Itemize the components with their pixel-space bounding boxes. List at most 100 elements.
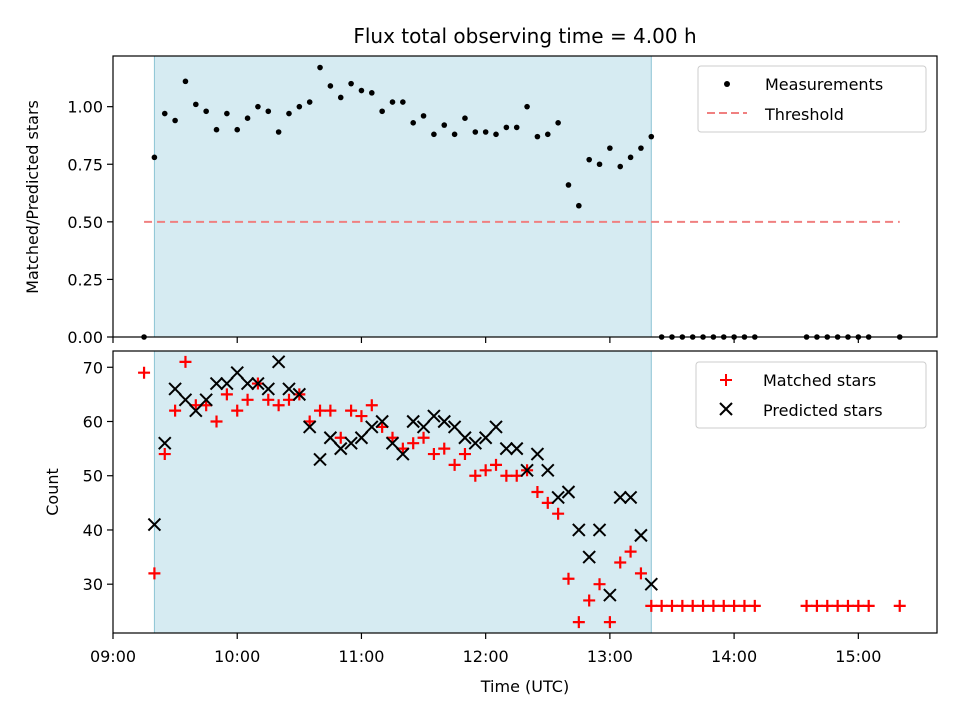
top-panel: 0.00 0.25 0.50 0.75 1.00 Matched/Predicted s… xyxy=(23,55,938,347)
bottom-legend-box xyxy=(695,361,927,429)
legend-measurements-marker xyxy=(724,81,730,87)
matched-star-point xyxy=(862,599,875,612)
predicted-star-point xyxy=(302,420,317,434)
predicted-star-point xyxy=(572,523,586,537)
matched-star-point xyxy=(634,567,647,580)
y-tick-label: 30 xyxy=(83,575,103,594)
measurement-point xyxy=(358,87,365,94)
measurement-point xyxy=(172,117,178,124)
predicted-star-point xyxy=(406,414,420,429)
legend-predicted-label: Predicted stars xyxy=(763,401,883,420)
measurement-point xyxy=(151,154,158,161)
matched-star-point xyxy=(686,599,699,612)
measurement-point xyxy=(327,83,334,89)
matched-star-point xyxy=(469,469,482,482)
measurement-point xyxy=(255,103,261,110)
measurement-point xyxy=(337,94,344,101)
predicted-star-point xyxy=(499,441,514,456)
bottom-panel: 30 40 50 60 70 09:00 10:00 11:00 12:00 13:00 14:0… xyxy=(43,350,938,696)
predicted-star-point xyxy=(230,365,244,380)
matched-star-point xyxy=(500,469,513,482)
predicted-star-point xyxy=(292,387,307,402)
observing-window-shade-top xyxy=(153,55,652,338)
predicted-star-point xyxy=(385,436,400,450)
matched-star-point xyxy=(179,355,192,368)
measurement-point xyxy=(348,80,354,87)
matched-star-point xyxy=(738,599,751,612)
predicted-star-point xyxy=(592,523,607,537)
predicted-star-point xyxy=(178,393,193,407)
y-tick-label: 70 xyxy=(83,358,103,377)
matched-star-point xyxy=(490,458,503,471)
measurement-point xyxy=(451,131,458,138)
predicted-star-point xyxy=(240,376,255,391)
measurement-point xyxy=(441,122,448,128)
predicted-star-point xyxy=(458,431,472,445)
x-tick-label: 15:00 xyxy=(835,647,881,666)
legend-matched-label: Matched stars xyxy=(763,371,876,390)
x-tick-label: 13:00 xyxy=(587,647,633,666)
measurement-point xyxy=(627,154,634,161)
matched-star-point xyxy=(365,399,378,412)
measurement-point xyxy=(544,131,551,138)
predicted-star-point xyxy=(344,436,358,450)
predicted-star-point xyxy=(634,528,648,543)
y-tick-label: 0.50 xyxy=(67,213,103,232)
matched-star-point xyxy=(231,404,244,417)
matched-star-point xyxy=(448,458,461,471)
matched-star-point xyxy=(355,410,368,423)
predicted-star-point xyxy=(478,431,493,445)
matched-star-point xyxy=(324,404,337,417)
x-tick-label: 14:00 xyxy=(711,647,757,666)
matched-star-point xyxy=(665,599,678,612)
predicted-star-point xyxy=(520,463,534,478)
measurement-point xyxy=(410,119,417,126)
measurement-point xyxy=(493,131,499,138)
matched-star-point xyxy=(821,599,834,612)
predicted-star-point xyxy=(541,463,555,478)
measurement-point xyxy=(400,99,406,105)
matched-star-point xyxy=(345,404,358,417)
predicted-star-point xyxy=(427,409,441,423)
measurement-point xyxy=(503,124,510,131)
matched-star-point xyxy=(572,616,585,629)
matched-star-point xyxy=(531,486,544,498)
matched-star-point xyxy=(614,556,627,569)
x-tick-label: 12:00 xyxy=(463,647,509,666)
bottom-panel-frame xyxy=(112,350,938,634)
matched-star-point xyxy=(148,567,161,580)
matched-star-point xyxy=(676,599,689,612)
measurement-point xyxy=(286,110,292,117)
matched-star-point xyxy=(386,431,399,444)
matched-star-point xyxy=(593,578,606,591)
top-panel-legend: Measurements Threshold xyxy=(697,65,927,133)
measurement-point xyxy=(472,129,479,135)
measurement-point xyxy=(462,115,468,121)
y-tick-label: 0.25 xyxy=(67,270,103,289)
predicted-star-point xyxy=(220,376,234,391)
predicted-star-point xyxy=(199,393,213,407)
matched-star-point xyxy=(893,599,906,612)
matched-star-point xyxy=(583,594,596,607)
measurement-point xyxy=(648,133,655,140)
measurement-point xyxy=(617,163,624,170)
predicted-star-point xyxy=(147,517,162,532)
measurement-point xyxy=(234,126,241,133)
predicted-star-point xyxy=(168,382,182,396)
predicted-star-point xyxy=(396,447,410,461)
matched-star-point xyxy=(303,415,316,428)
matched-star-point xyxy=(645,599,658,612)
predicted-star-point xyxy=(334,441,348,456)
matched-star-point xyxy=(220,388,233,401)
predicted-star-point xyxy=(644,577,658,591)
bottom-panel-marks xyxy=(138,355,906,629)
measurement-point xyxy=(161,110,168,117)
matched-star-point xyxy=(655,599,668,612)
matched-star-point xyxy=(407,437,420,450)
x-tick-label: 11:00 xyxy=(338,647,384,666)
predicted-star-point xyxy=(365,420,379,434)
matched-star-point xyxy=(728,599,741,612)
measurement-point xyxy=(555,119,561,126)
matched-star-point xyxy=(562,572,575,585)
matched-star-point xyxy=(831,599,844,612)
